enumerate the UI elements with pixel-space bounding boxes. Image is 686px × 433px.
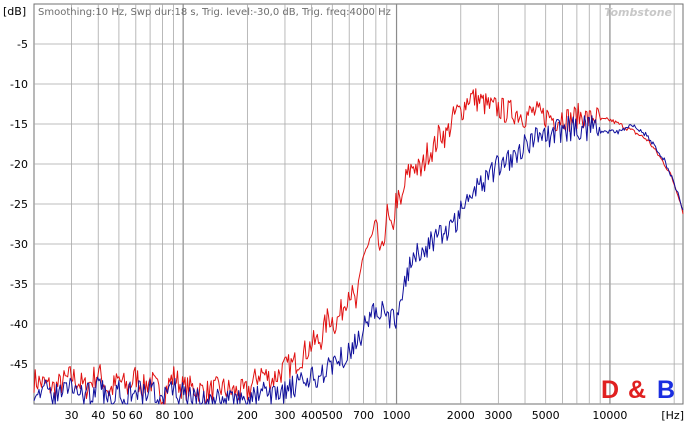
x-tick-label: 10000 [592,409,627,422]
x-axis: 30 40 50 60 80 100 200 300 400 500 700 1000 2000 3000… [65,409,628,422]
x-tick-label: 500 [322,409,343,422]
logo-b-letter: B [657,376,675,404]
y-tick-label: -30 [10,238,28,251]
blue-response-line [33,115,684,405]
x-tick-label: 80 [155,409,169,422]
y-tick-label: -10 [10,78,28,91]
x-tick-label: 100 [173,409,194,422]
y-tick-label: -40 [10,318,28,331]
x-tick-label: 300 [274,409,295,422]
x-tick-label: 400 [301,409,322,422]
y-tick-label: -25 [10,198,28,211]
y-tick-label: -5 [17,38,28,51]
x-tick-label: 30 [65,409,79,422]
x-unit-label: [Hz] [661,409,684,422]
logo-d-letter: D [601,376,619,404]
y-unit-label: [dB] [3,5,26,18]
x-tick-label: 50 [112,409,126,422]
x-tick-label: 60 [129,409,143,422]
x-tick-label: 2000 [447,409,475,422]
settings-text: Smoothing:10 Hz, Swp dur:18 s, Trig. lev… [38,7,391,18]
x-tick-label: 5000 [532,409,560,422]
x-tick-label: 1000 [383,409,411,422]
db-logo: D & B [601,376,675,404]
brand-label: Tombstone [604,6,672,19]
x-tick-label: 40 [91,409,105,422]
x-tick-label: 3000 [484,409,512,422]
y-tick-label: -20 [10,158,28,171]
y-tick-label: -45 [10,358,28,371]
x-tick-label: 200 [237,409,258,422]
logo-ampersand: & [628,376,646,404]
x-tick-label: 700 [353,409,374,422]
y-axis: -5 -10 -15 -20 -25 -30 -35 -40 -45 [10,38,28,371]
y-tick-label: -15 [10,118,28,131]
y-tick-label: -35 [10,278,28,291]
series-group [33,88,684,405]
